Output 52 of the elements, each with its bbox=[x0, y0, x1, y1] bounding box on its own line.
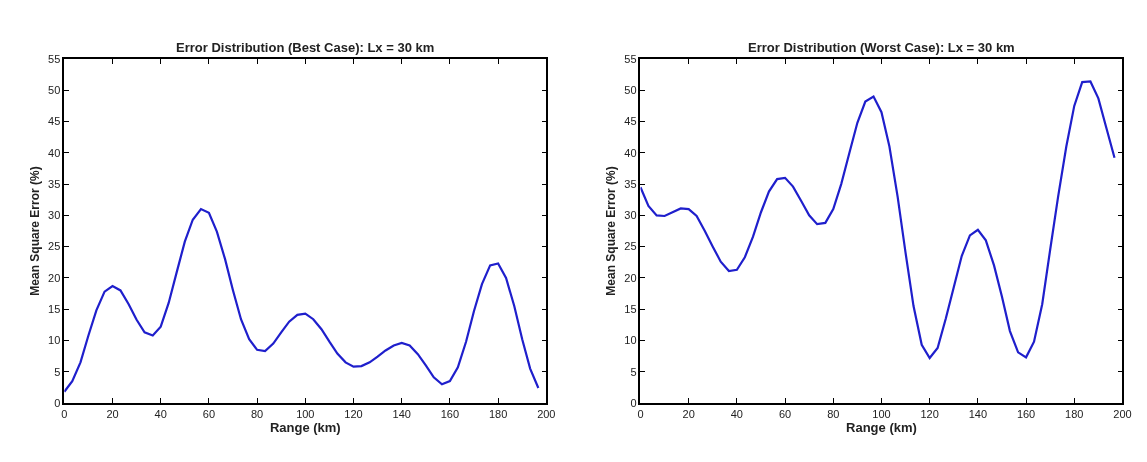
x-tick-label: 200 bbox=[1113, 407, 1132, 420]
y-tick-label: 0 bbox=[54, 396, 61, 409]
x-tick-label: 120 bbox=[344, 407, 363, 420]
line-series bbox=[64, 208, 540, 393]
x-tick-label: 40 bbox=[730, 407, 744, 420]
x-tick-label: 60 bbox=[778, 407, 792, 420]
x-tick-label: 140 bbox=[392, 407, 411, 420]
y-tick-label: 15 bbox=[624, 303, 637, 316]
x-tick-label: 100 bbox=[296, 407, 315, 420]
y-tick-label: 50 bbox=[624, 84, 637, 97]
x-tick-label: 120 bbox=[920, 407, 939, 420]
chart-title: Error Distribution (Worst Case): Lx = 30 km bbox=[748, 40, 1015, 55]
y-tick-label: 0 bbox=[630, 396, 637, 409]
y-tick-label: 40 bbox=[48, 146, 61, 159]
y-tick-label: 10 bbox=[48, 334, 61, 347]
y-tick-label: 5 bbox=[54, 365, 61, 378]
chart-title: Error Distribution (Best Case): Lx = 30 km bbox=[176, 40, 435, 55]
y-tick-label: 40 bbox=[624, 146, 637, 159]
y-axis-title: Mean Square Error (%) bbox=[27, 166, 42, 296]
x-tick-label: 20 bbox=[106, 407, 119, 420]
y-tick-label: 5 bbox=[630, 365, 637, 378]
y-tick-label: 15 bbox=[48, 303, 61, 316]
y-tick-label: 50 bbox=[48, 84, 61, 97]
x-tick-label: 160 bbox=[1016, 407, 1036, 420]
x-tick-label: 180 bbox=[1065, 407, 1084, 420]
y-tick-label: 55 bbox=[48, 52, 61, 65]
x-tick-label: 140 bbox=[968, 407, 988, 420]
y-axis-title: Mean Square Error (%) bbox=[604, 166, 619, 296]
y-tick-label: 45 bbox=[48, 115, 61, 128]
x-tick-label: 20 bbox=[682, 407, 695, 420]
y-tick-label: 30 bbox=[48, 209, 61, 222]
y-tick-label: 20 bbox=[624, 271, 637, 284]
y-tick-label: 25 bbox=[624, 240, 637, 253]
x-tick-label: 180 bbox=[488, 407, 508, 420]
y-tick-label: 20 bbox=[48, 271, 61, 284]
x-tick-label: 200 bbox=[537, 407, 556, 420]
y-tick-label: 45 bbox=[624, 115, 637, 128]
x-tick-label: 100 bbox=[872, 407, 891, 420]
x-axis-title: Range (km) bbox=[846, 420, 917, 436]
y-tick-label: 10 bbox=[624, 334, 637, 347]
y-tick-label: 55 bbox=[624, 52, 637, 65]
y-tick-label: 25 bbox=[48, 240, 61, 253]
line-series bbox=[640, 80, 1116, 360]
x-tick-label: 80 bbox=[250, 407, 264, 420]
x-tick-label: 80 bbox=[827, 407, 840, 420]
x-axis-title: Range (km) bbox=[269, 420, 341, 436]
y-tick-label: 35 bbox=[48, 177, 61, 190]
y-tick-label: 30 bbox=[624, 209, 637, 222]
x-tick-label: 60 bbox=[202, 407, 216, 420]
x-tick-label: 160 bbox=[440, 407, 460, 420]
y-tick-label: 35 bbox=[624, 177, 637, 190]
x-tick-label: 40 bbox=[154, 407, 167, 420]
